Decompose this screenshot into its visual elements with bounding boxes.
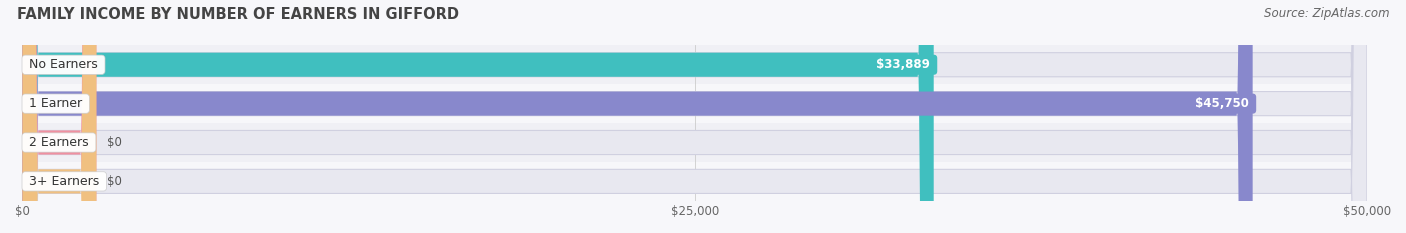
- Bar: [22, 123, 1367, 162]
- FancyBboxPatch shape: [22, 0, 934, 233]
- Text: $45,750: $45,750: [1191, 97, 1253, 110]
- Text: 2 Earners: 2 Earners: [25, 136, 93, 149]
- Bar: [22, 84, 1367, 123]
- Bar: [22, 162, 1367, 201]
- Text: $33,889: $33,889: [872, 58, 934, 71]
- Text: No Earners: No Earners: [25, 58, 101, 71]
- Text: 3+ Earners: 3+ Earners: [25, 175, 104, 188]
- FancyBboxPatch shape: [22, 0, 97, 233]
- Bar: [22, 45, 1367, 84]
- FancyBboxPatch shape: [22, 0, 1367, 233]
- Text: 1 Earner: 1 Earner: [25, 97, 86, 110]
- FancyBboxPatch shape: [22, 0, 97, 233]
- FancyBboxPatch shape: [22, 0, 1367, 233]
- Text: $0: $0: [107, 175, 122, 188]
- Text: $0: $0: [107, 136, 122, 149]
- Text: Source: ZipAtlas.com: Source: ZipAtlas.com: [1264, 7, 1389, 20]
- FancyBboxPatch shape: [22, 0, 1253, 233]
- FancyBboxPatch shape: [22, 0, 1367, 233]
- FancyBboxPatch shape: [22, 0, 1367, 233]
- Text: FAMILY INCOME BY NUMBER OF EARNERS IN GIFFORD: FAMILY INCOME BY NUMBER OF EARNERS IN GI…: [17, 7, 458, 22]
